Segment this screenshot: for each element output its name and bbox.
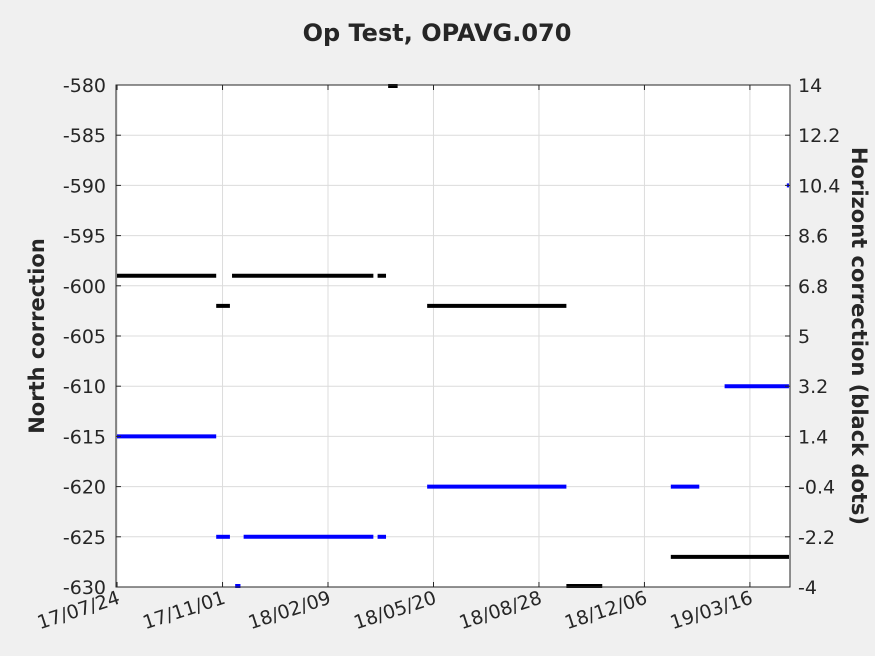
series-layer [117, 84, 789, 588]
y-tick-label: -595 [63, 226, 106, 248]
y-tick-label: -605 [63, 326, 106, 348]
x-tick-label: 18/05/20 [351, 587, 439, 634]
y2-tick-label: 3.2 [798, 376, 828, 398]
y2-tick-label: 12.2 [798, 125, 840, 147]
y2-tick-label: -4 [798, 577, 817, 599]
x-tick-label: 18/08/28 [457, 587, 545, 634]
y2-axis-label: Horizont correction (black dots) [847, 147, 871, 525]
y2-tick-label: -2.2 [798, 527, 835, 549]
y-tick-label: -585 [63, 125, 106, 147]
right-axis-ticks: 14 12.2 10.4 8.6 6.8 5 3.2 1.4 -0.4 -2.2 -4 [785, 75, 840, 599]
series-north [117, 183, 789, 588]
y-tick-label: -590 [63, 175, 106, 197]
y-tick-label: -610 [63, 376, 106, 398]
x-tick-label: 17/11/01 [140, 587, 228, 634]
y-tick-label: -600 [63, 276, 106, 298]
y-tick-label: -630 [63, 577, 106, 599]
y-tick-label: -580 [63, 75, 106, 97]
y-tick-label: -625 [63, 527, 106, 549]
left-axis-ticks: -580 -585 -590 -595 -600 -605 -610 -615 -620 -625… [63, 75, 121, 599]
x-tick-label: 18/12/06 [562, 587, 650, 634]
x-tick-label: 19/03/16 [667, 587, 755, 634]
y-axis-label: North correction [25, 238, 49, 434]
y2-tick-label: 5 [798, 326, 810, 348]
y-tick-label: -620 [63, 477, 106, 499]
x-tick-label: 18/02/09 [246, 587, 334, 634]
chart-title: Op Test, OPAVG.070 [303, 19, 572, 47]
y2-tick-label: 10.4 [798, 175, 840, 197]
y2-tick-label: 6.8 [798, 276, 828, 298]
series-horizont [117, 84, 789, 588]
y2-tick-label: 1.4 [798, 426, 828, 448]
y2-tick-label: 8.6 [798, 226, 828, 248]
y2-tick-label: 14 [798, 75, 822, 97]
y-tick-label: -615 [63, 426, 106, 448]
y2-tick-label: -0.4 [798, 477, 835, 499]
